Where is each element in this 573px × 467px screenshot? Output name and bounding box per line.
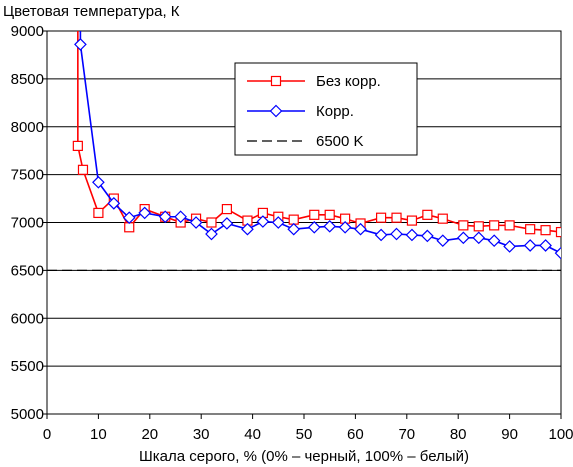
point-series-0 [525,224,536,235]
x-tick-label: 40 [244,426,261,443]
point-series-1 [338,220,352,234]
point-series-1 [271,216,285,229]
point-series-0 [437,213,448,224]
point-series-1 [472,231,486,245]
y-tick-label: 7000 [11,215,44,232]
y-tick-label: 8000 [11,119,44,136]
legend-label: Корр. [316,103,354,120]
x-tick-label: 20 [141,426,158,443]
point-series-1 [74,38,87,51]
axes [43,30,562,419]
legend-box [234,62,418,156]
point-series-1 [256,215,270,228]
point-series-1 [138,206,152,220]
point-series-0 [406,215,418,226]
point-series-1 [523,239,537,252]
point-series-1 [487,234,501,248]
y-axis-label: Цветовая температура, К [3,3,180,20]
y-tick-label: 8500 [11,71,44,88]
y-tick-label: 6000 [11,310,44,327]
point-legend-1 [269,104,283,118]
point-series-1 [374,228,388,242]
point-series-1 [220,217,234,230]
point-series-1 [354,222,367,236]
point-series-0 [376,212,387,223]
legend-label: Без корр. [316,73,381,90]
x-tick-label: 10 [90,426,107,443]
x-tick-label: 60 [347,426,364,443]
x-tick-label: 90 [501,426,518,443]
point-series-1 [307,220,321,234]
point-series-0 [391,212,402,223]
point-series-0 [555,226,561,238]
point-series-0 [93,207,104,219]
point-series-1 [189,216,203,229]
point-series-0 [504,220,515,231]
point-series-1 [390,227,403,241]
point-series-1 [405,228,419,242]
y-tick-label: 7500 [11,167,44,184]
point-series-1 [107,197,121,210]
point-series-1 [205,227,218,241]
y-tick-label: 6500 [11,262,44,279]
point-series-0 [124,222,135,233]
point-series-1 [323,219,337,233]
tick-labels: 5000 5500 6000 6500 7000 7500 8000 8500 9000 0 10 2… [11,23,573,443]
point-series-0 [324,209,335,220]
y-tick-label: 9000 [11,23,44,40]
x-tick-label: 30 [193,426,210,443]
point-series-0 [540,225,551,236]
point-series-0 [288,214,299,225]
legend: Без корр. Корр. 6500 K [234,62,418,156]
point-series-1 [287,222,301,236]
point-series-1 [436,234,450,248]
point-series-0 [72,140,83,151]
point-series-0 [77,164,89,175]
point-series-0 [458,220,469,231]
y-tick-label: 5000 [11,406,44,423]
point-series-0 [422,209,433,220]
x-axis-label: Шкала серого, % (0% – черный, 100% – бел… [139,448,469,465]
point-series-1 [174,210,187,224]
point-series-0 [309,209,320,220]
x-tick-label: 70 [398,426,415,443]
point-series-1 [122,211,136,225]
x-tick-label: 80 [450,426,467,443]
point-series-1 [456,231,470,245]
point-series-1 [554,246,561,260]
y-tick-label: 5500 [11,358,44,375]
x-tick-label: 100 [548,426,573,443]
point-series-0 [489,220,500,231]
point-series-1 [241,222,254,236]
point-series-1 [92,175,105,189]
point-series-1 [503,240,516,253]
x-tick-label: 0 [43,426,51,443]
point-series-1 [539,239,552,252]
series-layer [47,31,561,272]
x-tick-label: 50 [296,426,313,443]
point-series-0 [221,203,232,215]
point-series-0 [473,221,484,232]
legend-label: 6500 K [316,133,364,150]
point-series-1 [158,210,172,224]
point-legend-0 [270,75,282,87]
point-series-0 [206,217,217,228]
point-series-1 [421,229,434,243]
gridlines [47,30,561,415]
